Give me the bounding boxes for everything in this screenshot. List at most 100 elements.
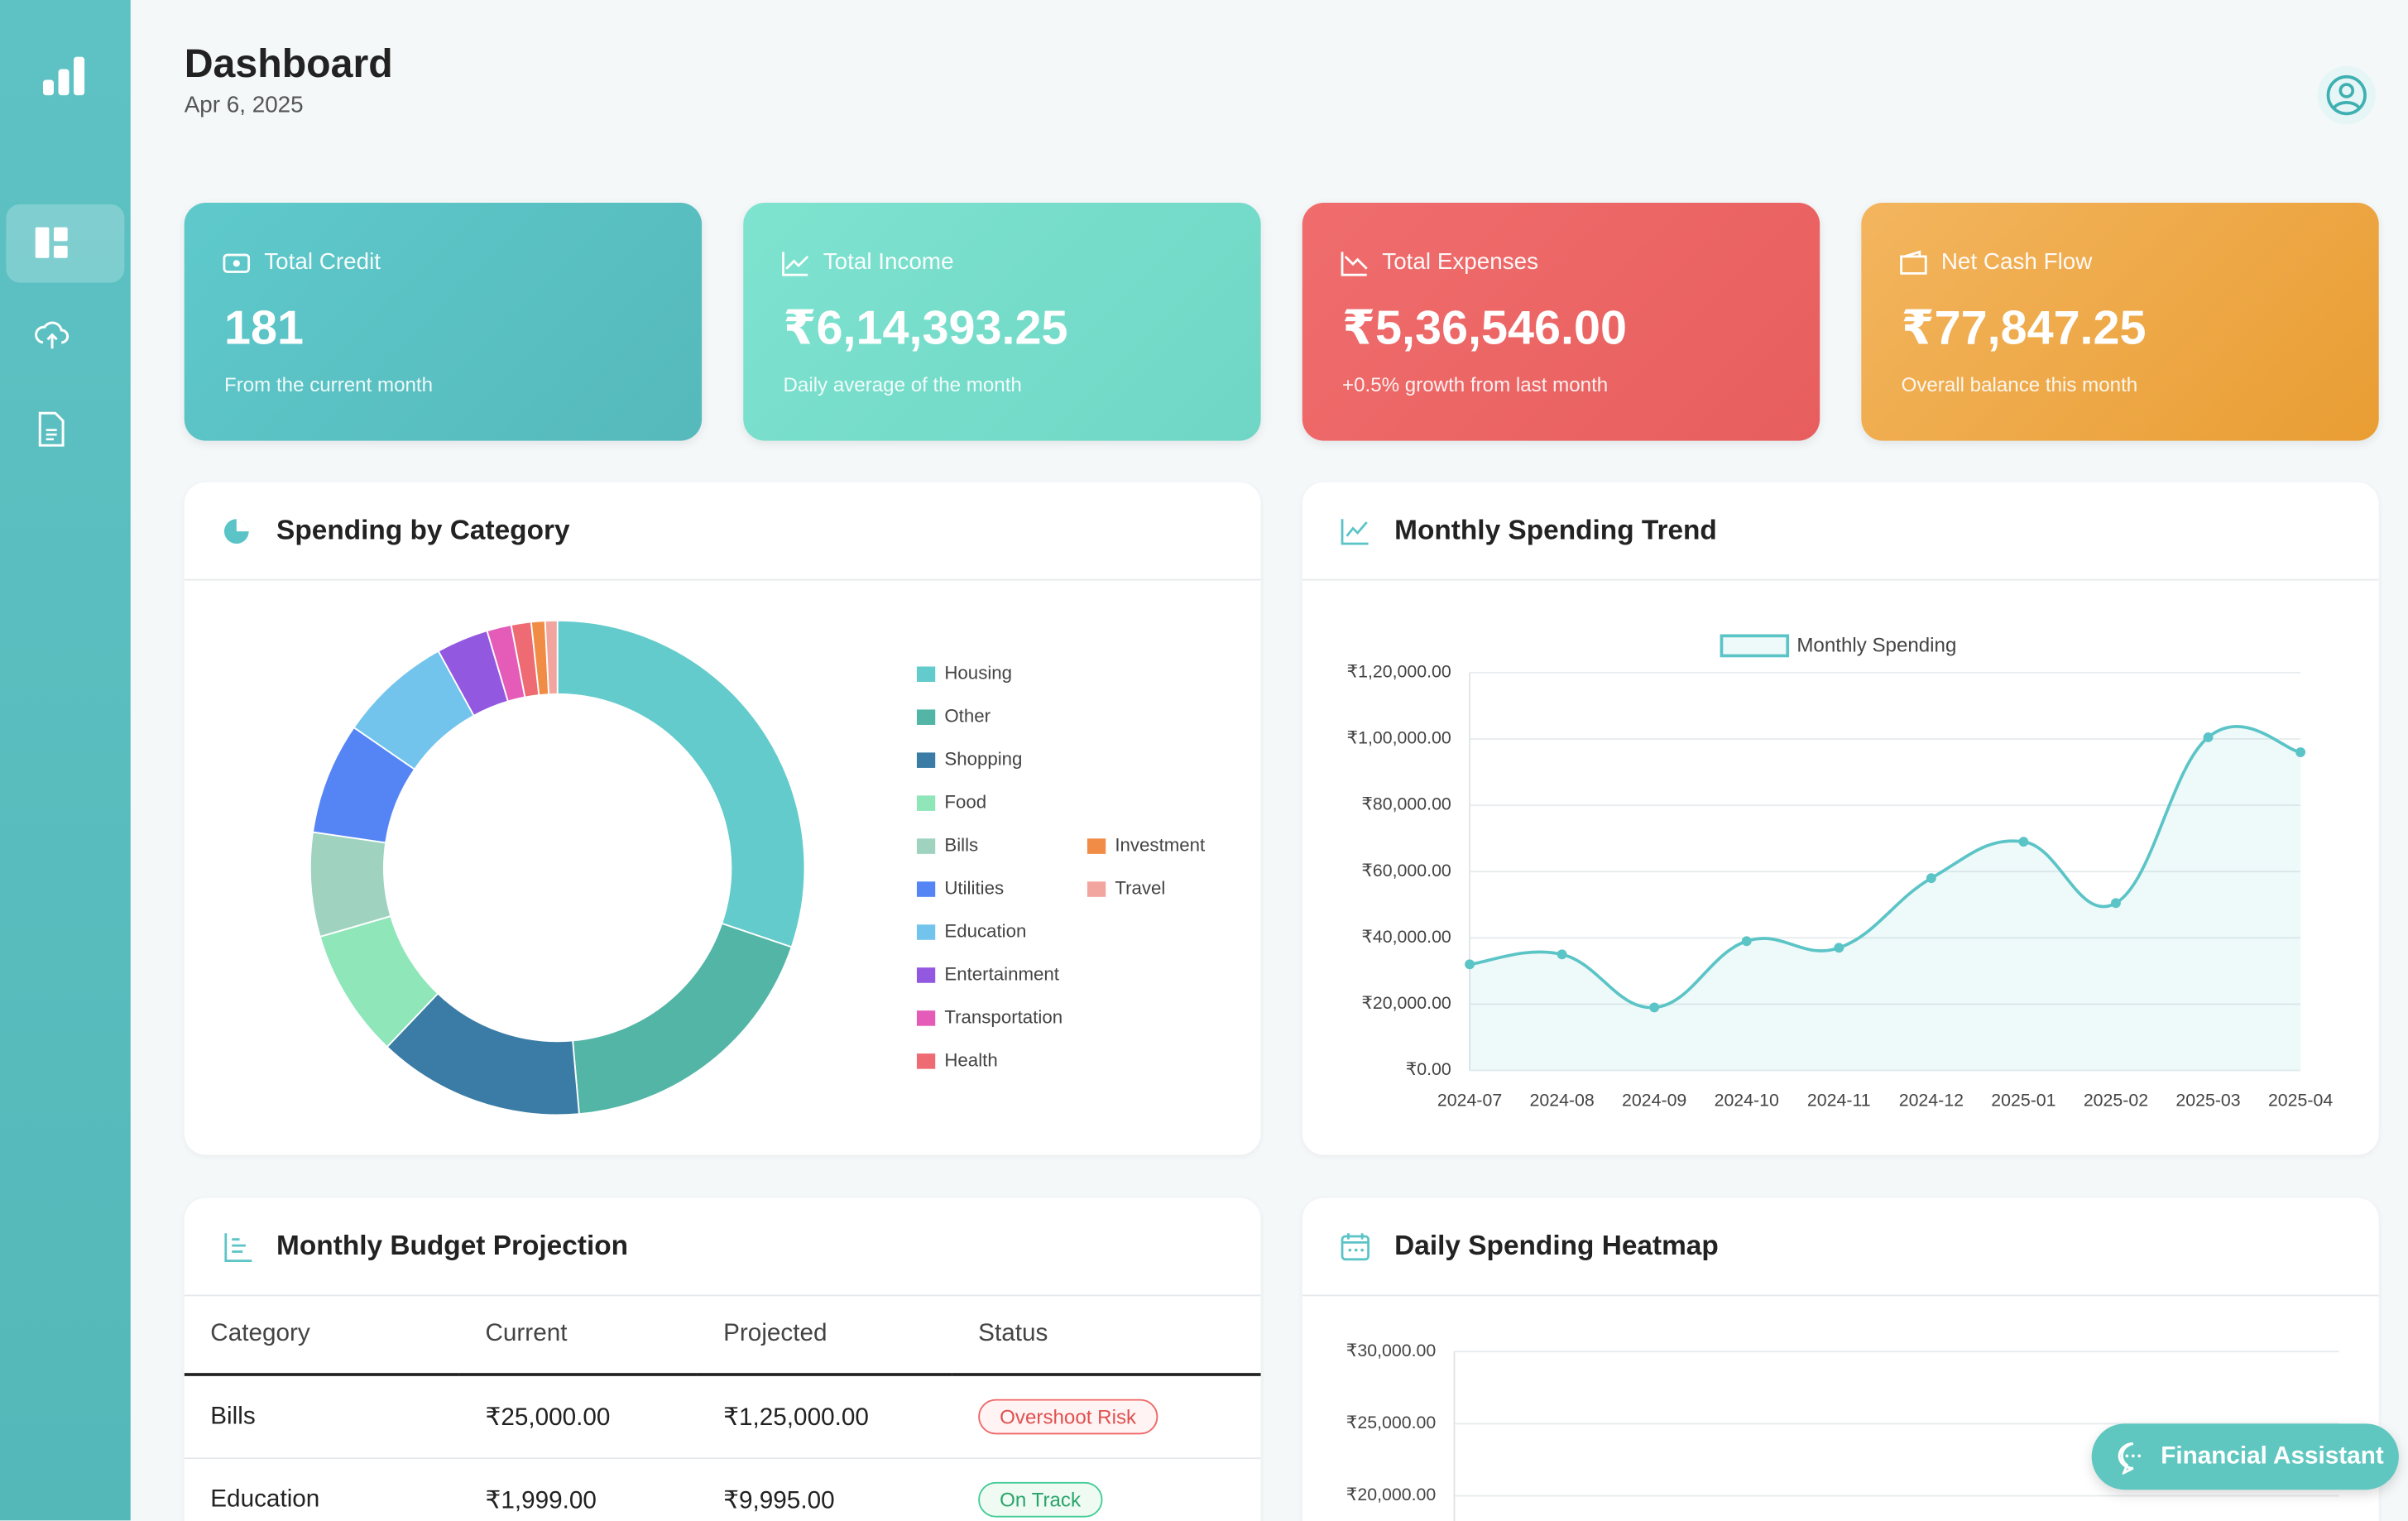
donut-slice <box>544 619 559 696</box>
legend-swatch <box>916 795 936 811</box>
y-tick-label: ₹40,000.00 <box>1361 927 1451 947</box>
y-tick-label: ₹1,00,000.00 <box>1347 728 1451 748</box>
card-note: Daily average of the month <box>783 372 1022 396</box>
card-note: Overall balance this month <box>1901 372 2138 396</box>
card-value: ₹5,36,546.00 <box>1342 300 1628 355</box>
legend-label: Travel <box>1115 877 1165 898</box>
y-tick-label: ₹20,000.00 <box>1361 993 1451 1013</box>
donut-slice <box>556 619 806 948</box>
point <box>1926 873 1936 884</box>
card-title: Total Credit <box>264 248 381 276</box>
x-tick-label: 2024-10 <box>1715 1090 1779 1110</box>
panel-title: Spending by Category <box>276 514 570 545</box>
sidebar <box>0 0 131 1521</box>
x-tick-label: 2025-04 <box>2268 1090 2333 1110</box>
legend-swatch <box>916 752 936 768</box>
card-value: 181 <box>223 300 304 355</box>
x-tick-label: 2025-03 <box>2175 1090 2240 1110</box>
legend-swatch <box>916 709 936 725</box>
card-note: +0.5% growth from last month <box>1342 372 1609 396</box>
avatar[interactable] <box>2316 65 2377 126</box>
legend-label: Food <box>944 792 986 813</box>
legend-label: Education <box>944 920 1026 941</box>
x-tick-label: 2025-01 <box>1991 1090 2055 1110</box>
card-income: Total Income ₹6,14,393.25 Daily average of… <box>743 202 1261 441</box>
card-value: ₹6,14,393.25 <box>783 300 1068 355</box>
column-header: Current <box>458 1296 698 1376</box>
trend-panel: Monthly Spending Trend ₹0.00 ₹20,000.00 ₹4… <box>1302 482 2379 1155</box>
x-tick-label: 2024-09 <box>1622 1090 1686 1110</box>
card-cashflow: Net Cash Flow ₹77,847.25 Overall balance t… <box>1861 202 2379 441</box>
legend-label: Monthly Spending <box>1796 635 1956 657</box>
x-tick-label: 2024-11 <box>1807 1090 1871 1110</box>
legend-swatch <box>1086 881 1106 897</box>
assistant-label: Financial Assistant <box>2161 1443 2384 1471</box>
y-tick-label: ₹30,000.00 <box>1346 1341 1437 1360</box>
card-title: Total Income <box>823 248 954 276</box>
legend-label: Housing <box>944 663 1012 684</box>
cell: Education <box>184 1458 459 1521</box>
y-tick-label: ₹0.00 <box>1406 1059 1451 1079</box>
card-title: Total Expenses <box>1382 248 1539 276</box>
panel-title: Monthly Budget Projection <box>276 1230 629 1261</box>
nav-upload[interactable] <box>34 316 71 353</box>
card-credit: Total Credit 181 From the current month <box>184 202 703 441</box>
cell: ₹25,000.00 <box>458 1375 698 1460</box>
point <box>1741 936 1752 947</box>
x-tick-label: 2024-08 <box>1529 1090 1594 1110</box>
line-chart: ₹0.00 ₹20,000.00 ₹40,000.00 ₹60,000.00 ₹80,0… <box>1347 634 2333 1110</box>
legend-label: Shopping <box>944 749 1022 770</box>
budget-table: Category Current Projected Status Bills ₹25,… <box>184 1296 1261 1521</box>
point <box>1557 949 1567 960</box>
y-tick-label: ₹25,000.00 <box>1346 1413 1437 1432</box>
card-note: From the current month <box>223 372 434 396</box>
legend-swatch <box>916 838 936 854</box>
point <box>2295 747 2306 757</box>
y-tick-label: ₹1,20,000.00 <box>1347 662 1451 682</box>
legend-label: Bills <box>944 834 978 855</box>
legend-swatch <box>916 924 936 940</box>
y-tick-label: ₹20,000.00 <box>1346 1485 1437 1504</box>
page-title: Dashboard <box>184 40 393 86</box>
point <box>2203 732 2214 742</box>
card-title: Net Cash Flow <box>1940 248 2093 276</box>
x-tick-label: 2024-07 <box>1437 1090 1502 1110</box>
legend-swatch <box>916 1010 936 1026</box>
logo <box>42 56 85 96</box>
assistant-button[interactable]: Financial Assistant <box>2091 1423 2399 1490</box>
card-expenses: Total Expenses ₹5,36,546.00 +0.5% growth f… <box>1302 202 1820 441</box>
point <box>1834 943 1844 953</box>
panel-title: Daily Spending Heatmap <box>1394 1230 1719 1261</box>
legend-label: Transportation <box>944 1006 1062 1027</box>
legend-swatch <box>916 881 936 897</box>
point <box>2018 837 2029 847</box>
column-header: Status <box>952 1296 1261 1376</box>
legend-label: Investment <box>1115 834 1206 855</box>
point <box>1465 959 1475 970</box>
legend-swatch <box>916 967 936 983</box>
legend-swatch <box>1086 838 1106 854</box>
nav-dashboard[interactable] <box>6 204 125 283</box>
cell: ₹1,999.00 <box>458 1458 698 1521</box>
heatmap-chart: ₹30,000.00 ₹25,000.00 ₹20,000.00 <box>1346 1341 2339 1521</box>
card-value: ₹77,847.25 <box>1901 300 2147 355</box>
x-tick-label: 2024-12 <box>1899 1090 1964 1110</box>
legend-label: Other <box>944 706 991 727</box>
point <box>2111 898 2121 909</box>
line <box>1469 725 2301 1010</box>
cell: ₹1,25,000.00 <box>697 1375 952 1460</box>
donut-chart: Housing Other Shopping Food Bills Utilities Ed… <box>309 619 1206 1116</box>
y-tick-label: ₹60,000.00 <box>1361 861 1451 880</box>
date: Apr 6, 2025 <box>184 92 304 118</box>
heatmap-panel: Daily Spending Heatmap ₹30,000.00 ₹25,000… <box>1302 1197 2379 1521</box>
budget-panel: Monthly Budget Projection Category Curren… <box>184 1197 1261 1521</box>
category-panel: Spending by Category Housing Other Shoppin… <box>184 482 1261 1155</box>
legend-label: Health <box>944 1049 997 1070</box>
panel-title: Monthly Spending Trend <box>1394 514 1717 545</box>
donut-slice <box>572 922 793 1116</box>
y-tick-label: ₹80,000.00 <box>1361 794 1451 814</box>
legend-swatch <box>1720 634 1790 658</box>
nav-reports[interactable] <box>37 411 68 449</box>
